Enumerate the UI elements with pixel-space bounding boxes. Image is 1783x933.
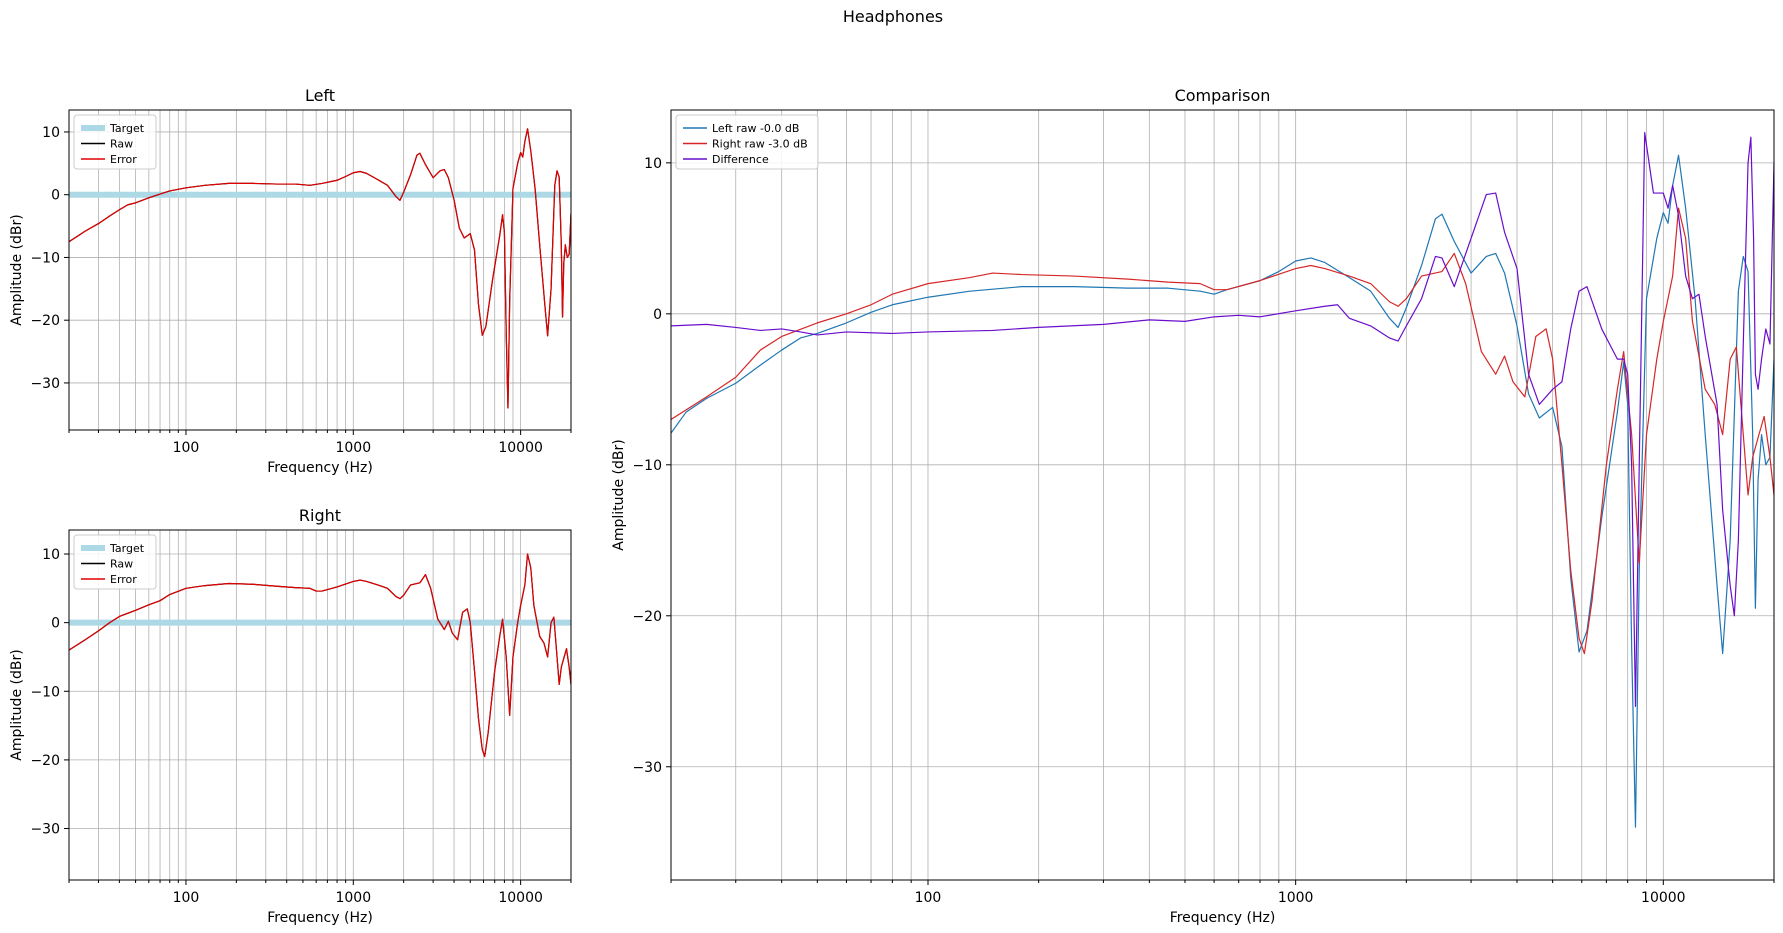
plot-title: Left bbox=[305, 86, 335, 105]
x-tick-label: 100 bbox=[173, 440, 200, 456]
plot-left: 100 1000 10000 −30 −20 −10 0 10 Left Frequency (H… bbox=[9, 86, 572, 476]
legend-label: Difference bbox=[712, 153, 769, 166]
y-tick-label: 10 bbox=[644, 156, 662, 172]
x-tick-label: 10000 bbox=[498, 440, 543, 456]
legend-label: Error bbox=[110, 153, 137, 166]
legend-label: Target bbox=[109, 542, 145, 555]
legend: Target Raw Error bbox=[73, 534, 157, 590]
series-line-error bbox=[69, 128, 571, 409]
y-tick-label: −30 bbox=[30, 822, 60, 838]
legend-box bbox=[675, 114, 819, 170]
x-tick-label: 1000 bbox=[335, 440, 371, 456]
y-axis-label: Amplitude (dBr) bbox=[9, 214, 25, 325]
x-tick-label: 10000 bbox=[498, 890, 543, 906]
plot-comparison: 100 1000 10000 −30 −20 −10 0 10 Comparison Freque… bbox=[611, 86, 1775, 926]
legend-label: Right raw -3.0 dB bbox=[712, 138, 808, 151]
x-tick-label: 1000 bbox=[335, 890, 371, 906]
series-line-left-raw-0-0-db bbox=[671, 154, 1774, 828]
legend-label: Error bbox=[110, 573, 137, 586]
plot-frame bbox=[68, 109, 572, 431]
plot-title: Right bbox=[299, 506, 341, 525]
plot-frame bbox=[68, 529, 572, 881]
y-tick-label: 0 bbox=[51, 616, 60, 632]
y-tick-label: 0 bbox=[653, 307, 662, 323]
x-axis-label: Frequency (Hz) bbox=[1170, 910, 1276, 926]
plot-frame bbox=[670, 109, 1775, 881]
series-line-error bbox=[69, 553, 571, 758]
y-tick-label: 10 bbox=[42, 125, 60, 141]
y-tick-label: −20 bbox=[30, 753, 60, 769]
x-axis-label: Frequency (Hz) bbox=[267, 910, 373, 926]
x-axis-label: Frequency (Hz) bbox=[267, 460, 373, 476]
legend-label: Raw bbox=[110, 138, 133, 151]
y-tick-label: −20 bbox=[30, 313, 60, 329]
legend: Left raw -0.0 dB Right raw -3.0 dB Differe… bbox=[675, 114, 819, 170]
x-tick-label: 10000 bbox=[1641, 890, 1686, 906]
y-tick-label: −10 bbox=[30, 250, 60, 266]
y-tick-label: 0 bbox=[51, 188, 60, 204]
y-tick-label: −10 bbox=[632, 458, 662, 474]
plot-right: 100 1000 10000 −30 −20 −10 0 10 Right Frequency (… bbox=[9, 506, 572, 926]
series-line-difference bbox=[671, 132, 1774, 707]
x-tick-label: 1000 bbox=[1278, 890, 1314, 906]
legend-label: Target bbox=[109, 122, 145, 135]
legend-label: Left raw -0.0 dB bbox=[712, 122, 799, 135]
series-line-right-raw-3-0-db bbox=[671, 207, 1774, 655]
legend-label: Raw bbox=[110, 558, 133, 571]
y-tick-label: −30 bbox=[632, 760, 662, 776]
y-tick-label: −30 bbox=[30, 376, 60, 392]
y-tick-label: −10 bbox=[30, 684, 60, 700]
figure-title: Headphones bbox=[843, 7, 943, 26]
y-axis-label: Amplitude (dBr) bbox=[9, 649, 25, 760]
plot-title: Comparison bbox=[1175, 86, 1271, 105]
x-tick-label: 100 bbox=[915, 890, 942, 906]
y-tick-label: −20 bbox=[632, 609, 662, 625]
y-tick-label: 10 bbox=[42, 547, 60, 563]
legend: Target Raw Error bbox=[73, 114, 157, 170]
y-axis-label: Amplitude (dBr) bbox=[611, 439, 627, 550]
x-tick-label: 100 bbox=[173, 890, 200, 906]
